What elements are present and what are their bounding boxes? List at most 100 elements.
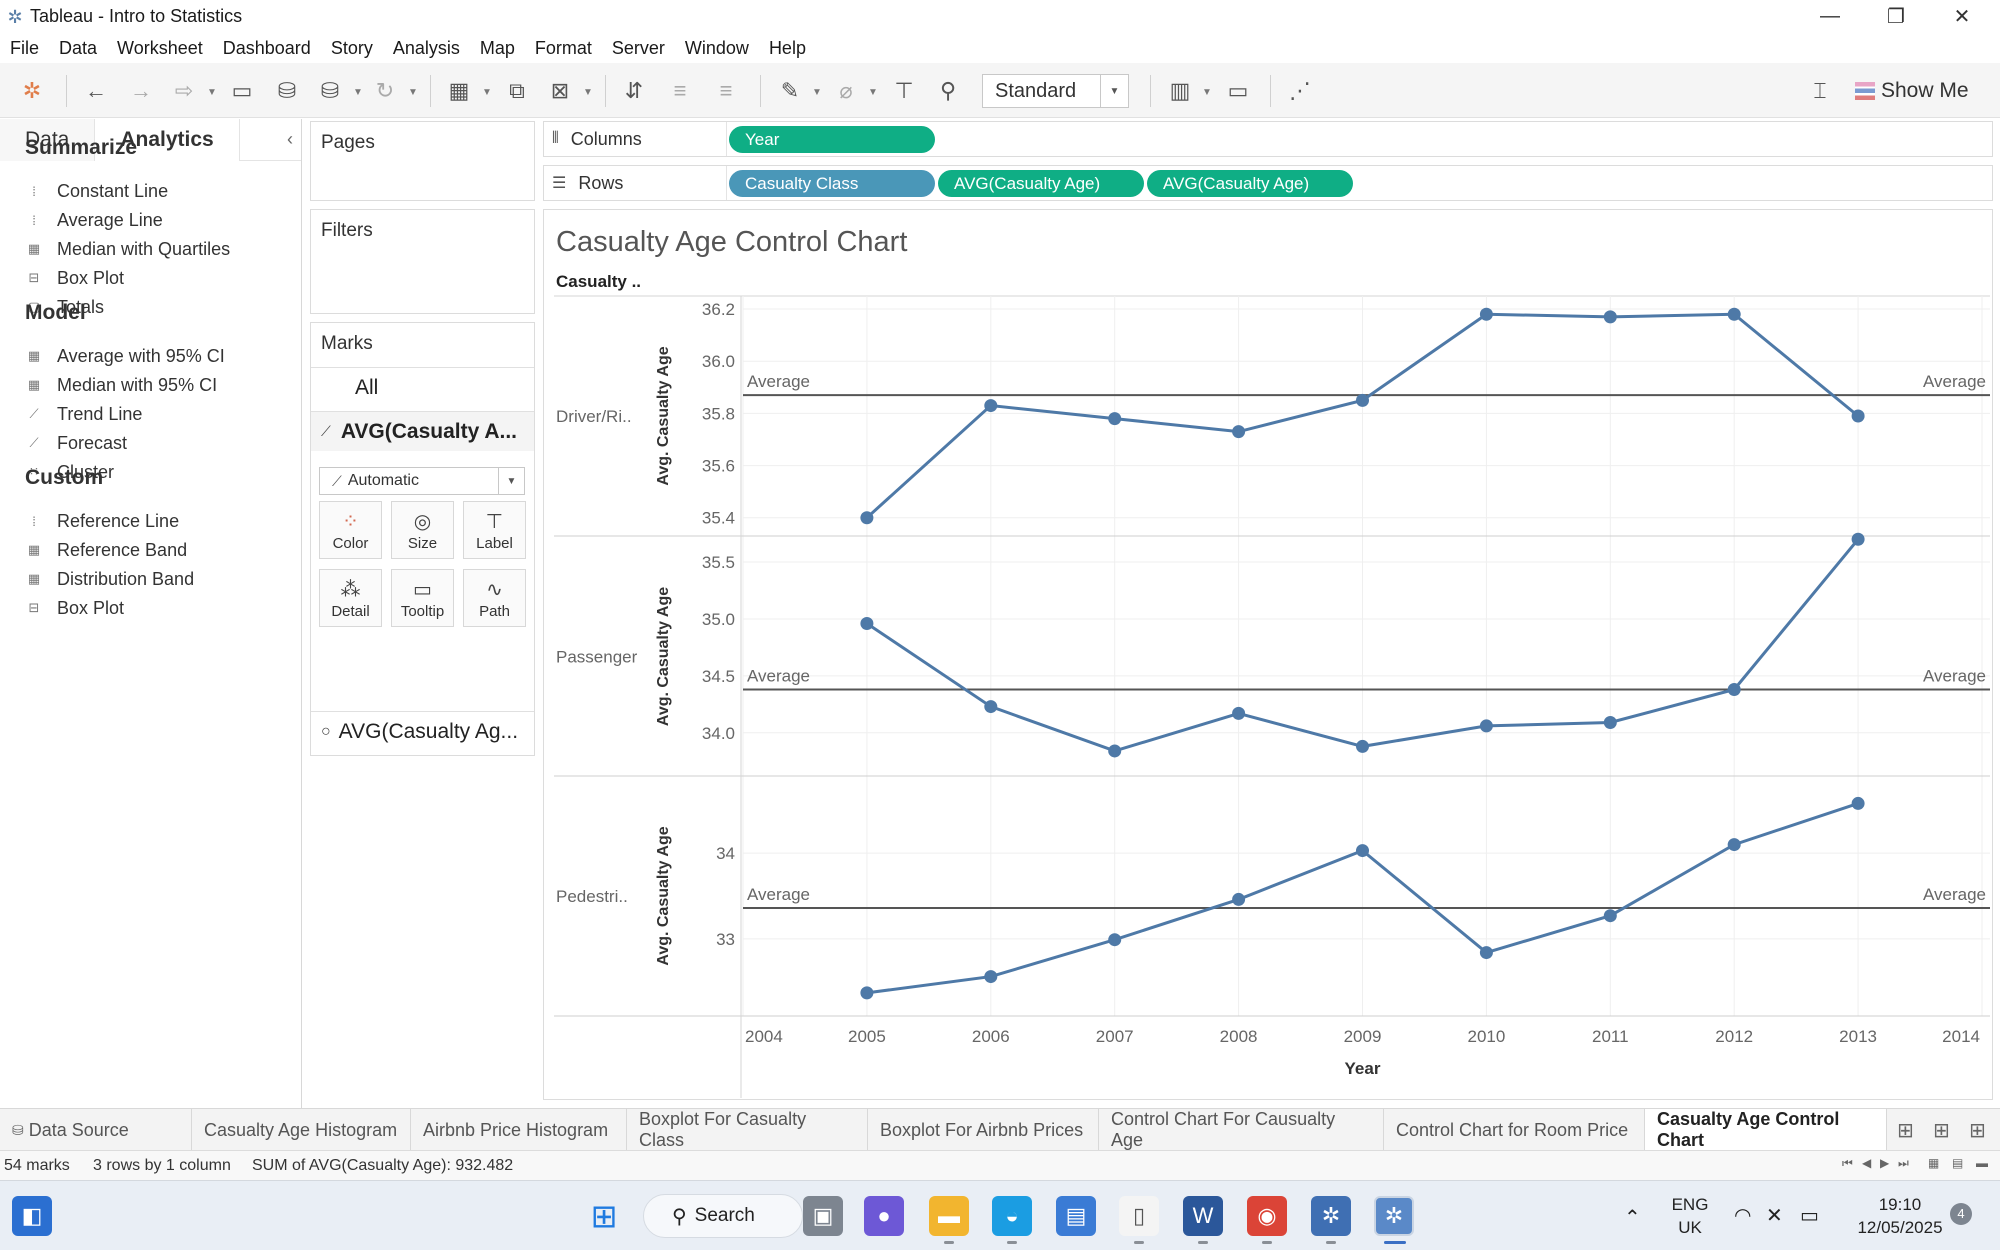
sort-ascending-icon[interactable]: ≡ [673,78,687,103]
color-button[interactable]: ⁘ Color [319,501,382,559]
analytics-item[interactable]: ⊟ Box Plot [25,595,125,621]
redo-icon[interactable]: → [130,78,152,103]
analytics-item[interactable]: ▦ Reference Band [25,537,187,563]
menu-story[interactable]: Story [330,37,373,58]
clock-time[interactable]: 19:10 [1878,1195,1922,1214]
share-icon[interactable]: ⋰ [1289,78,1311,103]
sort-descending-icon[interactable]: ≡ [719,78,733,103]
group-members-icon[interactable]: ⌀ [839,78,853,103]
refresh-icon[interactable]: ↻ [375,78,395,103]
new-worksheet-tab-icon[interactable]: ⊞ [1897,1120,1914,1142]
sheet-tab[interactable]: Boxplot For Casualty Class [627,1109,868,1151]
menu-worksheet[interactable]: Worksheet [117,37,203,58]
marks-avg2-row[interactable]: ○ AVG(Casualty Ag... [311,711,534,751]
word-icon[interactable]: W [1183,1196,1223,1236]
show-me-button[interactable]: Show Me [1855,77,1969,105]
marks-all-row[interactable]: All [311,367,534,407]
label-button[interactable]: ⊤ Label [463,501,526,559]
detail-button[interactable]: ⁂ Detail [319,569,382,627]
path-button[interactable]: ∿ Path [463,569,526,627]
menu-window[interactable]: Window [684,37,749,58]
sheet-tab[interactable]: Control Chart For Causualty Age [1099,1109,1384,1151]
mark-type-select[interactable]: ⟋ Automatic ▼ [319,467,525,495]
show-cards-icon[interactable]: ▥ [1169,78,1191,103]
group-dropdown-icon[interactable]: ▼ [868,87,878,98]
new-story-tab-icon[interactable]: ⊞ [1969,1120,1986,1142]
clock-date[interactable]: 12/05/2025 [1857,1218,1943,1237]
pause-updates-icon[interactable]: ⛁ [320,78,340,103]
previous-sheet-icon[interactable]: ◀ [1862,1156,1872,1170]
swap-rows-columns-icon[interactable]: ⇵ [624,78,644,103]
highlight-icon[interactable]: ✎ [780,78,800,103]
show-hidden-icons-icon[interactable]: ⌃ [1624,1207,1641,1229]
tableau-active-taskbar-icon[interactable]: ✲ [1374,1196,1414,1236]
duplicate-sheet-icon[interactable]: ⧉ [509,78,525,103]
filters-card[interactable]: Filters [310,209,535,314]
size-button[interactable]: ◎ Size [391,501,454,559]
new-data-source-icon[interactable]: ⛁ [277,78,297,103]
show-filmstrip-icon[interactable]: ▤ [1952,1156,1964,1170]
last-sheet-icon[interactable]: ⏭ [1898,1156,1909,1170]
refresh-dropdown-icon[interactable]: ▼ [408,87,418,98]
new-worksheet-icon[interactable]: ▦ [448,78,470,103]
pill-year[interactable]: Year [729,126,935,153]
menu-dashboard[interactable]: Dashboard [222,37,311,58]
new-worksheet-dropdown-icon[interactable]: ▼ [482,87,492,98]
analytics-item[interactable]: ▦ Distribution Band [25,566,194,592]
sheet-tab[interactable]: Airbnb Price Histogram [411,1109,627,1151]
undo-icon[interactable]: ← [85,78,107,103]
highlight-dropdown-icon[interactable]: ▼ [812,87,822,98]
language-code[interactable]: ENG [1671,1195,1709,1214]
chat-icon[interactable]: ● [864,1196,904,1236]
battery-icon[interactable]: ▭ [1800,1205,1819,1227]
analytics-item[interactable]: ⁞ Constant Line [25,178,168,204]
store-icon[interactable]: ▤ [1056,1196,1096,1236]
marks-avg1-row[interactable]: ⟋ AVG(Casualty A... [311,411,534,451]
columns-shelf[interactable]: ⫴ Columns Year [543,121,1993,157]
notification-badge[interactable]: 4 [1950,1203,1972,1225]
analytics-item[interactable]: ⁙ Cluster [25,459,114,485]
close-button[interactable]: ✕ [1953,6,1971,28]
minimize-button[interactable]: — [1820,5,1840,27]
analytics-item[interactable]: ⊟ Box Plot [25,265,125,291]
show-sheet-sorter-icon[interactable]: ▦ [1928,1156,1940,1170]
pause-updates-dropdown-icon[interactable]: ▼ [353,87,363,98]
analytics-item[interactable]: ⟋ Trend Line [25,401,142,427]
replay-dropdown-icon[interactable]: ▼ [207,87,217,98]
show-cards-dropdown-icon[interactable]: ▼ [1202,87,1212,98]
fix-axes-icon[interactable]: ⚲ [939,78,957,103]
presentation-mode-icon[interactable]: ▭ [1227,78,1249,103]
menu-help[interactable]: Help [768,37,806,58]
rows-shelf[interactable]: ☰ Rows Casualty Class AVG(Casualty Age) … [543,165,1993,201]
menu-analysis[interactable]: Analysis [392,37,460,58]
clear-sheet-dropdown-icon[interactable]: ▼ [583,87,593,98]
collapse-pane-icon[interactable]: ‹ [287,129,293,149]
menu-map[interactable]: Map [479,37,515,58]
chrome-icon[interactable]: ◉ [1247,1196,1287,1236]
analytics-item[interactable]: ▦ Average with 95% CI [25,343,225,369]
show-mark-labels-icon[interactable]: ⊤ [894,78,914,103]
widgets-icon[interactable]: ◧ [12,1196,52,1236]
tab-analytics[interactable]: Analytics [94,118,240,161]
menu-data[interactable]: Data [59,37,98,58]
taskbar-search[interactable]: ⚲ Search [643,1194,803,1238]
tableau-taskbar-icon[interactable]: ✲ [1311,1196,1351,1236]
save-icon[interactable]: ▭ [231,78,253,103]
sheet-tab-active[interactable]: Casualty Age Control Chart [1645,1109,1887,1151]
edge-icon[interactable]: ◒ [992,1196,1032,1236]
volume-muted-icon[interactable]: ✕ [1766,1205,1783,1227]
task-view-icon[interactable]: ▣ [803,1196,843,1236]
analytics-item[interactable]: ▢ Totals [25,294,104,320]
show-tabs-icon[interactable]: ▬ [1976,1156,1988,1170]
wifi-icon[interactable]: ◠ [1734,1205,1752,1227]
restore-button[interactable]: ❐ [1887,6,1905,28]
pill-avg-casualty-age-2[interactable]: AVG(Casualty Age) [1147,170,1353,197]
sheet-tab[interactable]: Control Chart for Room Price [1384,1109,1645,1151]
tableau-home-icon[interactable]: ✲ [22,78,42,103]
analytics-item[interactable]: ⟋ Forecast [25,430,127,456]
new-dashboard-tab-icon[interactable]: ⊞ [1933,1120,1950,1142]
language-region[interactable]: UK [1678,1218,1702,1237]
analytics-item[interactable]: ▦ Median with 95% CI [25,372,217,398]
sheet-tab[interactable]: Casualty Age Histogram [192,1109,411,1151]
file-explorer-icon[interactable]: ▬ [929,1196,969,1236]
